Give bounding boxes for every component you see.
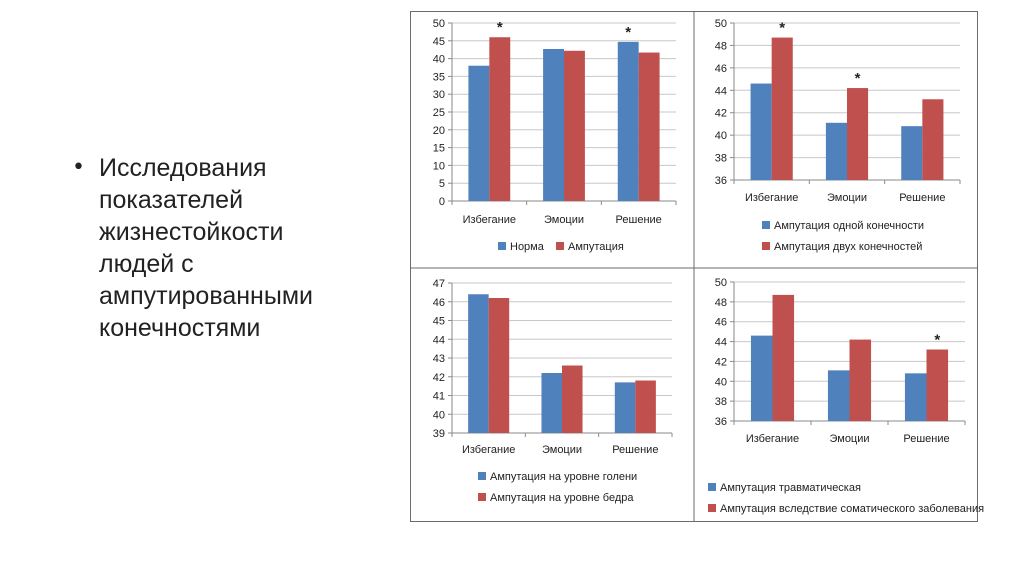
chart4-category-label: Эмоции — [829, 433, 869, 445]
chart4-bar-series1 — [904, 373, 927, 421]
chart2-ytick-label: 46 — [715, 63, 727, 75]
chart3-bar-series2 — [488, 298, 510, 433]
chart4-ytick-label: 46 — [715, 317, 727, 329]
chart4-ytick-label: 44 — [715, 337, 727, 349]
chart2-bar-series2 — [771, 37, 793, 181]
chart1-legend-swatch — [498, 242, 506, 250]
chart4-category-label: Решение — [903, 433, 949, 445]
slide-bullet: • Исследования показателей жизнестойкост… — [72, 152, 392, 344]
chart4-significance-marker: * — [934, 332, 940, 349]
chart4-category-label: Избегание — [746, 433, 799, 445]
chart3-legend-label: Ампутация на уровне голени — [490, 471, 637, 483]
chart2-legend-label: Ампутация одной конечности — [774, 220, 924, 232]
chart3-ytick-label: 43 — [433, 353, 445, 365]
chart1-legend-swatch — [556, 242, 564, 250]
chart2-legend-swatch — [762, 242, 770, 250]
chart1-category-label: Решение — [616, 214, 662, 226]
chart2-legend-swatch — [762, 221, 770, 229]
chart1-category-label: Эмоции — [544, 214, 584, 226]
chart2-category-label: Избегание — [745, 192, 798, 204]
chart4-ytick-label: 40 — [715, 376, 727, 388]
chart3-bar-series1 — [468, 294, 489, 433]
chart2-bar-series1 — [825, 122, 847, 180]
chart1-ytick-label: 40 — [433, 54, 445, 66]
chart1-ytick-label: 15 — [433, 143, 445, 155]
chart3-bar-series1 — [541, 373, 562, 433]
chart3-ytick-label: 42 — [433, 372, 445, 384]
chart3-legend-swatch — [478, 472, 486, 480]
chart1-bar-series2 — [638, 52, 660, 201]
chart4-bar-series2 — [849, 339, 872, 421]
chart4-ytick-label: 36 — [715, 416, 727, 428]
chart4-ytick-label: 38 — [715, 396, 727, 408]
chart3-ytick-label: 47 — [433, 278, 445, 290]
chart1-bar-series2 — [489, 37, 511, 201]
bullet-text: Исследования показателей жизнестойкости … — [98, 154, 313, 342]
chart1-ytick-label: 35 — [433, 71, 445, 83]
chart4-ytick-label: 48 — [715, 297, 727, 309]
chart3-ytick-label: 40 — [433, 409, 445, 421]
chart2-ytick-label: 38 — [715, 153, 727, 165]
chart2-ytick-label: 50 — [715, 18, 727, 30]
chart3-ytick-label: 44 — [433, 334, 445, 346]
chart1-ytick-label: 45 — [433, 36, 445, 48]
chart1-ytick-label: 0 — [439, 196, 445, 208]
chart1-legend-label: Норма — [510, 241, 545, 253]
chart1-legend-label: Ампутация — [568, 241, 624, 253]
chart2-ytick-label: 48 — [715, 40, 727, 52]
chart3-ytick-label: 39 — [433, 428, 445, 440]
chart2-bar-series1 — [901, 126, 923, 180]
chart4-bar-series1 — [750, 335, 773, 421]
chart4-bar-series1 — [827, 370, 850, 421]
chart4-legend-swatch — [708, 483, 716, 491]
chart2-legend-label: Ампутация двух конечностей — [774, 241, 922, 253]
chart2-significance-marker: * — [779, 20, 785, 37]
chart3-category-label: Эмоции — [542, 444, 582, 456]
bullet-dot-icon: • — [72, 155, 85, 180]
chart1-category-label: Избегание — [463, 214, 516, 226]
chart1-ytick-label: 20 — [433, 125, 445, 137]
chart3-bar-series1 — [614, 382, 636, 433]
chart1-ytick-label: 50 — [433, 18, 445, 30]
chart3-ytick-label: 45 — [433, 316, 445, 328]
chart1-bar-series1 — [617, 41, 639, 202]
chart3-bar-series2 — [562, 365, 583, 433]
chart1-bar-series1 — [543, 48, 564, 201]
chart2-significance-marker: * — [855, 70, 861, 87]
chart1-bar-series1 — [468, 65, 490, 201]
chart1-significance-marker: * — [625, 24, 631, 41]
chart2-ytick-label: 40 — [715, 130, 727, 142]
chart4-ytick-label: 50 — [715, 277, 727, 289]
chart1-ytick-label: 5 — [439, 178, 445, 190]
chart3-legend-label: Ампутация на уровне бедра — [490, 492, 634, 504]
chart4-legend-label: Ампутация вследствие соматического забол… — [720, 503, 984, 515]
chart4-ytick-label: 42 — [715, 356, 727, 368]
chart1-ytick-label: 10 — [433, 160, 445, 172]
chart1-significance-marker: * — [497, 19, 503, 36]
chart3-category-label: Избегание — [462, 444, 515, 456]
chart2-bar-series2 — [922, 99, 944, 180]
chart3-legend-swatch — [478, 493, 486, 501]
chart4-legend-label: Ампутация травматическая — [720, 482, 861, 494]
chart2-ytick-label: 36 — [715, 175, 727, 187]
chart4-bar-series2 — [772, 294, 795, 421]
chart2-category-label: Решение — [899, 192, 945, 204]
chart4-legend-swatch — [708, 504, 716, 512]
chart1-ytick-label: 30 — [433, 89, 445, 101]
chart4-bar-series2 — [926, 349, 949, 421]
chart2-bar-series1 — [750, 83, 772, 180]
chart2-category-label: Эмоции — [827, 192, 867, 204]
chart3-bar-series2 — [635, 380, 656, 433]
chart3-category-label: Решение — [612, 444, 658, 456]
chart3-ytick-label: 41 — [433, 391, 445, 403]
chart3-ytick-label: 46 — [433, 297, 445, 309]
chart1-bar-series2 — [564, 50, 585, 201]
chart2-ytick-label: 42 — [715, 108, 727, 120]
chart1-ytick-label: 25 — [433, 107, 445, 119]
chart2-ytick-label: 44 — [715, 85, 727, 97]
chart2-bar-series2 — [847, 88, 869, 180]
